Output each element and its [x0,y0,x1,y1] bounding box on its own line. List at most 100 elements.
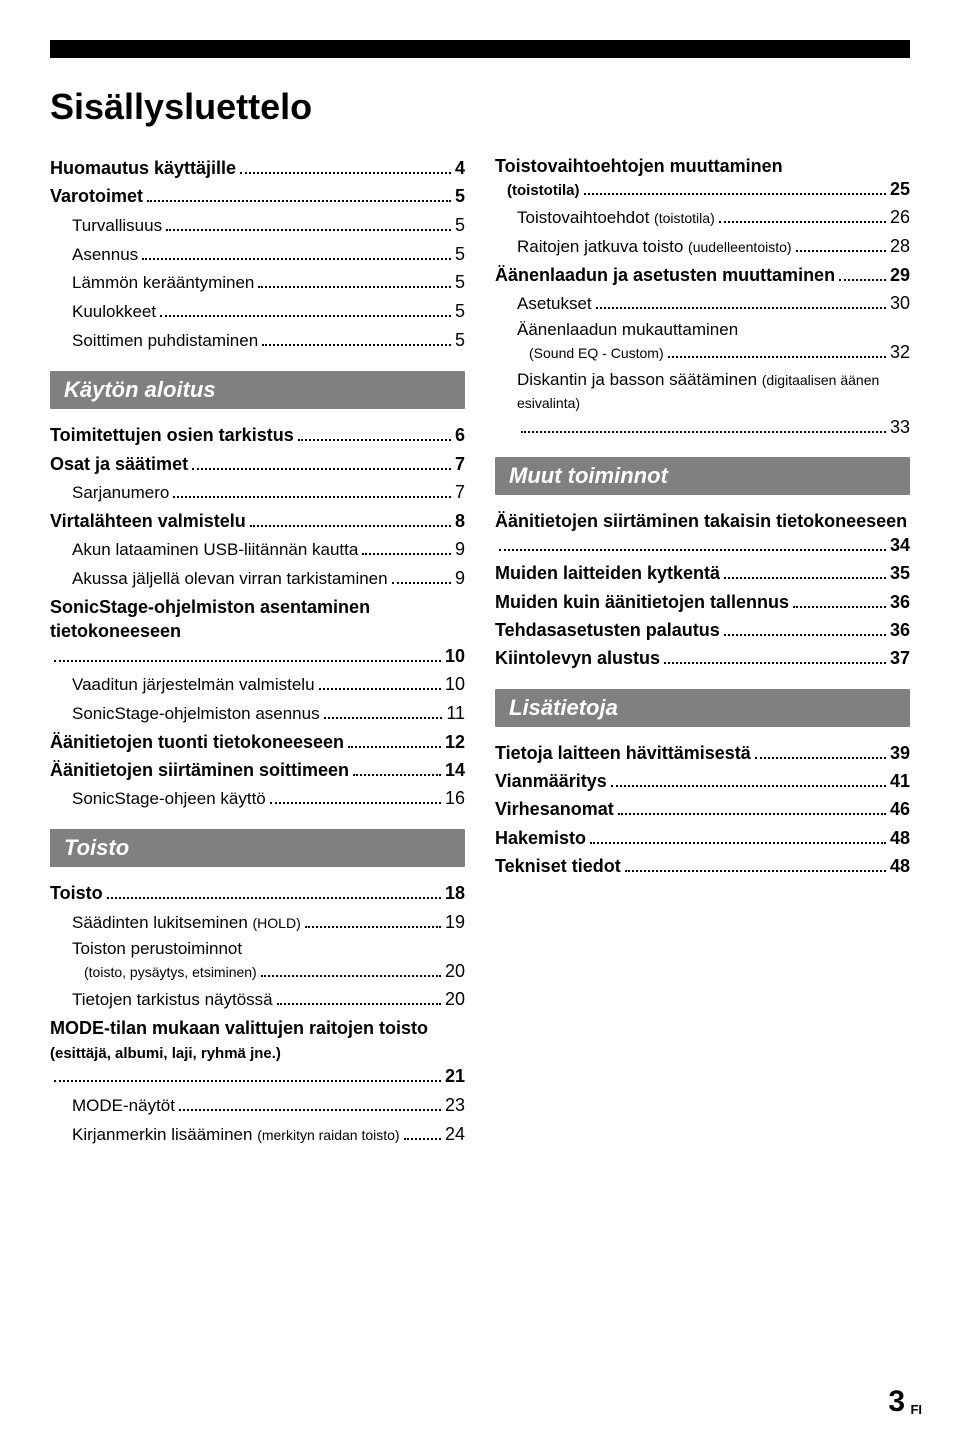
toc-entry: Äänenlaadun mukauttaminen(Sound EQ - Cus… [495,320,910,364]
section-header: Lisätietoja [495,689,910,727]
toc-label: SonicStage-ohjelmiston asentaminen tieto… [50,595,465,644]
toc-label: MODE-tilan mukaan valittujen raitojen to… [50,1016,465,1065]
leader-dots [618,801,886,815]
toc-page: 25 [890,177,910,201]
toc-entry: Muiden kuin äänitietojen tallennus 36 [495,590,910,614]
leader-dots [107,885,441,899]
toc-entry: Asennus5 [50,242,465,267]
toc-entry: Virhesanomat46 [495,797,910,821]
toc-label: Vaaditun järjestelmän valmistelu [72,674,315,697]
toc-label: Akun lataaminen USB-liitännän kautta [72,539,358,562]
section-header: Toisto [50,829,465,867]
toc-entry: Lämmön kerääntyminen5 [50,270,465,295]
leader-dots [147,188,451,202]
toc-entry: Toistovaihtoehtojen muuttaminen(toistoti… [495,156,910,201]
leader-dots [173,483,451,497]
toc-page: 6 [455,423,465,447]
toc-page: 9 [455,537,465,561]
toc-page: 18 [445,881,465,905]
toc-label: Äänenlaadun ja asetusten muuttaminen [495,263,835,287]
page-number: 3 [888,1385,905,1419]
toc-entry: Diskantin ja basson säätäminen (digitaal… [495,369,910,439]
toc-label: Kirjanmerkin lisääminen (merkityn raidan… [72,1124,400,1147]
toc-label: Soittimen puhdistaminen [72,330,258,353]
leader-dots [179,1096,441,1110]
toc-entry: Äänenlaadun ja asetusten muuttaminen29 [495,263,910,287]
toc-page: 23 [445,1093,465,1117]
toc-entry: MODE-tilan mukaan valittujen raitojen to… [50,1016,465,1089]
toc-label: Tietojen tarkistus näytössä [72,989,273,1012]
toc-label: Turvallisuus [72,215,162,238]
toc-label: Muiden kuin äänitietojen tallennus [495,590,789,614]
toc-entry: Vaaditun järjestelmän valmistelu10 [50,672,465,697]
toc-entry: Turvallisuus 5 [50,213,465,238]
toc-page: 9 [455,566,465,590]
toc-entry: Asetukset30 [495,291,910,316]
toc-entry: Hakemisto48 [495,826,910,850]
toc-entry: SonicStage-ohjelmiston asennus11 [50,701,465,726]
toc-page: 16 [445,786,465,810]
toc-page: 19 [445,910,465,934]
toc-label: Kuulokkeet [72,301,156,324]
toc-entry: Toisto18 [50,881,465,905]
toc-page: 36 [890,618,910,642]
leader-dots [719,209,886,223]
toc-page: 5 [455,270,465,294]
toc-columns: Huomautus käyttäjille4Varotoimet5Turvall… [50,156,910,1151]
leader-dots [305,913,441,927]
leader-dots [319,675,441,689]
toc-entry: Osat ja säätimet7 [50,452,465,476]
toc-page: 48 [890,826,910,850]
leader-dots [404,1125,441,1139]
toc-entry: Sarjanumero7 [50,480,465,505]
toc-page: 11 [446,701,465,725]
toc-label: Äänitietojen siirtäminen takaisin tietok… [495,509,907,533]
toc-entry: Raitojen jatkuva toisto (uudelleentoisto… [495,234,910,259]
toc-page: 26 [890,205,910,229]
toc-page: 12 [445,730,465,754]
toc-page: 20 [445,987,465,1011]
toc-entry: Äänitietojen siirtäminen soittimeen14 [50,758,465,782]
toc-left-column: Huomautus käyttäjille4Varotoimet5Turvall… [50,156,465,1151]
toc-page: 5 [455,184,465,208]
leader-dots [793,593,886,607]
toc-entry: Muiden laitteiden kytkentä35 [495,561,910,585]
toc-page: 30 [890,291,910,315]
toc-entry: Vianmääritys 41 [495,769,910,793]
top-bar [50,40,910,58]
leader-dots [258,274,451,288]
toc-sublabel: (Sound EQ - Custom) [529,344,664,363]
leader-dots [611,773,886,787]
leader-dots [668,344,886,358]
toc-page: 5 [455,213,465,237]
toc-entry: Kiintolevyn alustus37 [495,646,910,670]
section-header: Muut toiminnot [495,457,910,495]
toc-label: Säädinten lukitseminen (HOLD) [72,912,301,935]
toc-label: Kiintolevyn alustus [495,646,660,670]
leader-dots [270,790,441,804]
toc-page: 28 [890,234,910,258]
toc-label: Äänitietojen tuonti tietokoneeseen [50,730,344,754]
leader-dots [596,295,886,309]
toc-page: 35 [890,561,910,585]
toc-entry: Tekniset tiedot48 [495,854,910,878]
toc-page: 41 [890,769,910,793]
toc-entry: Toistovaihtoehdot (toistotila)26 [495,205,910,230]
leader-dots [54,1068,441,1082]
leader-dots [298,427,451,441]
toc-entry: Virtalähteen valmistelu 8 [50,509,465,533]
leader-dots [521,418,886,432]
leader-dots [353,762,441,776]
leader-dots [724,622,886,636]
page-language: FI [910,1402,922,1417]
toc-label: MODE-näytöt [72,1095,175,1118]
toc-page: 21 [445,1064,465,1088]
leader-dots [755,744,886,758]
toc-page: 8 [455,509,465,533]
toc-page: 5 [455,328,465,352]
toc-label: Vianmääritys [495,769,607,793]
toc-page: 36 [890,590,910,614]
toc-page: 34 [890,533,910,557]
toc-label: Virtalähteen valmistelu [50,509,246,533]
section-header: Käytön aloitus [50,371,465,409]
